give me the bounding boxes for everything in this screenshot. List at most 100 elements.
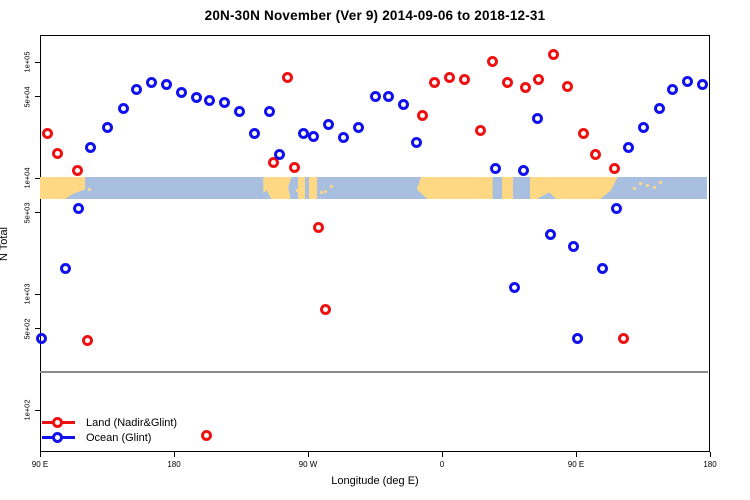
data-point-ocean <box>353 122 365 134</box>
data-point-ocean <box>161 79 173 91</box>
y-tick <box>35 177 40 179</box>
data-point-land <box>82 334 94 346</box>
map-land-segment <box>501 177 514 199</box>
data-point-ocean <box>117 102 129 114</box>
data-point-ocean <box>204 94 216 106</box>
x-tick <box>307 452 309 457</box>
data-point-land <box>618 333 630 345</box>
threshold-line <box>40 371 708 373</box>
map-land-segment <box>309 177 317 199</box>
data-point-land <box>41 127 53 139</box>
data-point-land <box>548 48 560 60</box>
map-land-segment <box>529 177 618 199</box>
data-point-land <box>71 165 83 177</box>
data-point-ocean <box>308 130 320 142</box>
data-point-ocean <box>571 333 583 345</box>
y-tick <box>35 328 40 330</box>
data-point-ocean <box>653 103 665 115</box>
data-point-ocean <box>248 127 260 139</box>
data-point-ocean <box>382 90 394 102</box>
data-point-land <box>268 156 280 168</box>
map-island <box>324 190 328 193</box>
y-tick <box>35 409 40 411</box>
y-tick <box>35 61 40 63</box>
data-point-land <box>487 55 499 67</box>
map-island <box>296 189 300 192</box>
data-point-ocean <box>667 84 679 96</box>
data-point-land <box>281 72 293 84</box>
data-point-ocean <box>682 76 694 88</box>
data-point-ocean <box>234 106 245 118</box>
y-axis-label: N Total <box>0 226 10 261</box>
data-point-land <box>417 109 429 121</box>
data-point-ocean <box>567 240 579 252</box>
data-point-ocean <box>610 203 622 215</box>
y-tick <box>35 96 40 98</box>
data-point-ocean <box>518 164 530 176</box>
data-point-ocean <box>509 282 521 294</box>
y-tick <box>35 212 40 214</box>
map-island <box>632 187 636 190</box>
data-point-land <box>475 124 487 136</box>
legend-marker-land <box>51 416 63 428</box>
map-land-segment <box>297 177 305 199</box>
data-point-ocean <box>637 122 649 134</box>
x-tick-label: 90 E <box>567 460 585 469</box>
x-tick-label: 0 <box>439 460 445 469</box>
data-point-ocean <box>545 229 557 241</box>
data-point-land <box>289 162 301 174</box>
map-island <box>659 181 663 184</box>
plot-border <box>40 35 710 452</box>
data-point-land <box>589 148 601 160</box>
data-point-ocean <box>175 87 187 99</box>
data-point-land <box>502 77 513 89</box>
data-point-land <box>577 127 589 139</box>
data-point-land <box>201 430 213 442</box>
map-land-segment <box>416 177 493 199</box>
data-point-ocean <box>35 333 47 345</box>
data-point-ocean <box>298 127 310 139</box>
map-island <box>653 186 657 189</box>
data-point-ocean <box>597 262 609 274</box>
y-tick <box>35 293 40 295</box>
data-point-ocean <box>59 262 71 274</box>
data-point-ocean <box>85 142 97 154</box>
data-point-ocean <box>219 97 231 109</box>
map-land-segment <box>40 177 86 199</box>
data-point-land <box>429 77 441 89</box>
legend-label-land: Land (Nadir&Glint) <box>86 416 178 429</box>
data-point-land <box>312 222 324 234</box>
data-point-land <box>609 163 621 175</box>
map-island <box>645 184 649 187</box>
legend-label-ocean: Ocean (Glint) <box>86 431 152 444</box>
data-point-ocean <box>697 78 709 90</box>
data-point-ocean <box>323 118 335 130</box>
x-tick <box>709 452 711 457</box>
x-tick-label: 180 <box>703 460 717 469</box>
data-point-land <box>443 72 455 84</box>
data-point-land <box>320 304 332 316</box>
map-island <box>330 185 334 188</box>
map-land-segment <box>263 177 292 199</box>
x-tick-label: 180 <box>167 460 181 469</box>
x-tick-label: 90 E <box>31 460 49 469</box>
data-point-ocean <box>369 90 381 102</box>
x-tick-label: 90 W <box>298 460 318 469</box>
data-point-land <box>458 73 470 85</box>
chart-title: 20N-30N November (Ver 9) 2014-09-06 to 2… <box>204 8 546 23</box>
data-point-ocean <box>411 136 423 148</box>
data-point-ocean <box>190 92 202 104</box>
x-tick <box>441 452 443 457</box>
x-tick <box>173 452 175 457</box>
map-island <box>87 188 91 191</box>
data-point-ocean <box>622 142 634 154</box>
data-point-ocean <box>131 83 143 95</box>
data-point-ocean <box>274 148 286 160</box>
map-island <box>319 191 323 194</box>
x-tick <box>39 452 41 457</box>
data-point-ocean <box>73 203 85 215</box>
data-point-land <box>52 147 64 159</box>
data-point-ocean <box>263 105 275 117</box>
